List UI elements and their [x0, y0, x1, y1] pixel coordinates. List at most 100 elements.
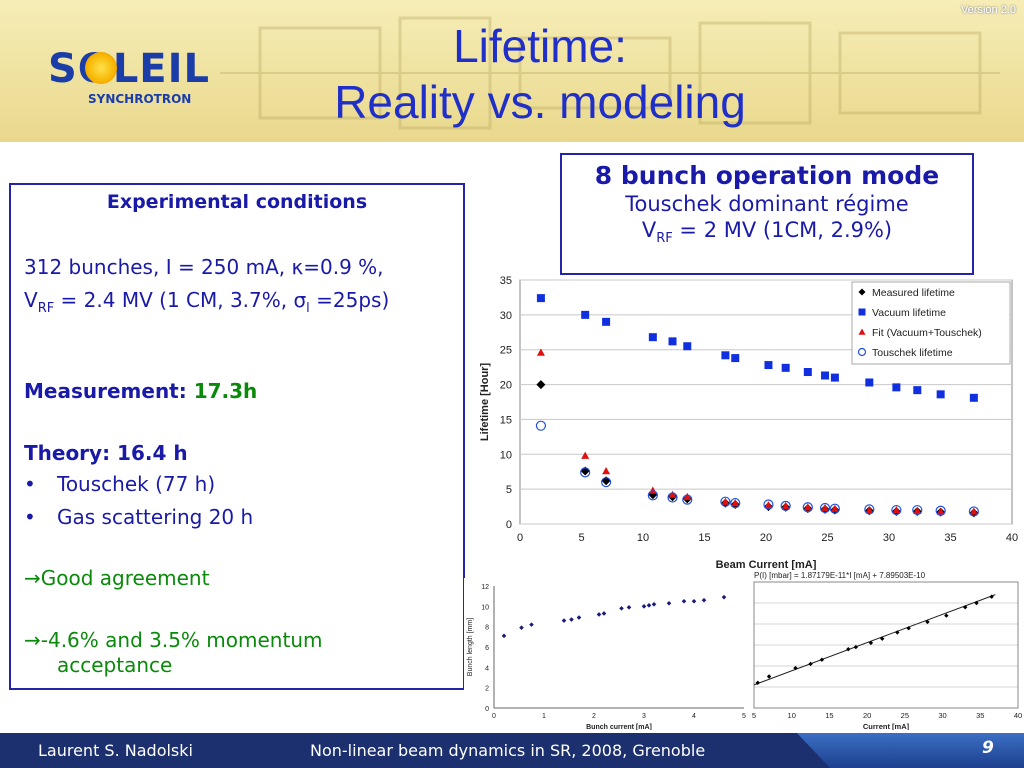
data-point-diamond	[569, 617, 574, 622]
data-point-diamond	[681, 598, 687, 604]
data-point-circle	[763, 499, 774, 510]
operation-mode-box: 8 bunch operation mode Touschek dominant…	[560, 153, 974, 275]
data-point-square	[781, 363, 790, 372]
data-point-square	[865, 378, 874, 387]
good-agreement-note: →Good agreement	[24, 566, 210, 590]
slide-header: SOLEIL SYNCHROTRON Version 2.0 Lifetime:…	[0, 0, 1024, 142]
data-point-triangle	[602, 467, 611, 475]
chart-title: P(I) [mbar] = 1.87179E-11*I [mA] + 7.895…	[754, 571, 926, 580]
x-tick-label: 2	[592, 713, 596, 720]
data-point-triangle	[781, 501, 790, 510]
data-point-diamond	[808, 661, 813, 667]
data-point-triangle	[668, 490, 677, 498]
data-point-square	[668, 337, 677, 346]
data-point-circle	[780, 500, 791, 511]
data-point-square	[731, 354, 740, 363]
legend-label: Measured lifetime	[872, 287, 955, 299]
data-point-circle	[891, 504, 902, 516]
x-tick-label: 0	[517, 532, 523, 544]
data-point-square	[683, 342, 692, 351]
data-point-square	[821, 371, 830, 380]
y-tick-label: 30	[500, 310, 512, 322]
data-point-square	[936, 390, 945, 399]
data-point-diamond	[651, 602, 657, 607]
acceptance-note-line-1: →-4.6% and 3.5% momentum	[24, 628, 323, 652]
data-point-circle	[829, 503, 840, 514]
data-point-triangle	[913, 506, 922, 514]
data-point-diamond	[721, 594, 727, 600]
data-point-triangle	[865, 506, 874, 514]
data-point-circle	[720, 496, 731, 507]
page-number: 9	[982, 738, 994, 758]
logo-subtitle: SYNCHROTRON	[88, 92, 192, 106]
data-point-circle	[912, 504, 923, 516]
y-tick-label: 5	[506, 484, 512, 496]
y-tick-label: 15	[500, 414, 512, 426]
y-tick-label: 12	[481, 584, 489, 591]
rf-voltage-label: VRF = 2 MV (1CM, 2.9%)	[641, 218, 893, 247]
data-point-triangle	[648, 486, 657, 494]
regime-label: Touschek dominant régime	[625, 192, 909, 216]
title-line-1: Lifetime:	[453, 20, 627, 72]
header-background-art	[220, 16, 1000, 130]
y-tick-label: 0	[506, 519, 512, 531]
data-point-diamond	[519, 625, 524, 630]
x-tick-label: 15	[698, 532, 710, 544]
x-axis-label: Bunch current [mA]	[586, 724, 652, 730]
bullet-gas-scattering: • Gas scattering 20 h	[24, 505, 254, 529]
data-point-circle	[730, 497, 741, 509]
data-point-square	[892, 383, 901, 392]
data-point-triangle	[536, 348, 545, 356]
measurement-line: Measurement: 17.3h	[24, 379, 258, 403]
data-point-diamond	[691, 598, 697, 604]
data-point-diamond	[536, 380, 546, 390]
legend-marker-triangle	[858, 328, 866, 335]
y-tick-label: 0	[485, 706, 489, 713]
footer-conference: Non-linear beam dynamics in SR, 2008, Gr…	[310, 741, 706, 760]
x-tick-label: 15	[825, 711, 833, 720]
y-axis-label: Bunch length [mm]	[467, 618, 474, 676]
data-point-circle	[535, 420, 547, 431]
data-point-square	[764, 361, 773, 370]
data-point-square	[536, 294, 545, 303]
data-point-diamond	[793, 665, 798, 671]
data-point-triangle	[821, 503, 830, 512]
y-tick-label: 6	[485, 645, 489, 652]
data-point-circle	[802, 502, 813, 513]
data-point-diamond	[596, 612, 602, 617]
legend-marker-diamond	[858, 288, 866, 296]
soleil-logo: SOLEIL SYNCHROTRON	[40, 46, 220, 116]
data-point-diamond	[601, 611, 607, 616]
operation-mode-title: 8 bunch operation mode	[594, 161, 940, 190]
data-point-diamond	[529, 622, 534, 627]
experimental-conditions-box: Experimental conditions 312 bunches, I =…	[9, 183, 465, 690]
data-point-circle	[601, 477, 612, 488]
title-line-2: Reality vs. modeling	[334, 76, 746, 128]
data-point-square	[913, 386, 922, 395]
footer-band	[0, 733, 830, 768]
data-point-triangle	[936, 507, 945, 515]
pressure-chart: P(I) [mbar] = 1.87179E-11*I [mA] + 7.895…	[752, 570, 1022, 730]
x-tick-label: 30	[938, 711, 946, 720]
data-point-diamond	[944, 613, 949, 618]
x-axis-label: Current [mA]	[863, 722, 910, 730]
data-point-circle	[819, 502, 831, 514]
data-point-square	[602, 317, 611, 326]
data-point-circle	[864, 504, 875, 515]
data-point-square	[581, 310, 590, 319]
data-point-diamond	[501, 633, 507, 639]
data-point-circle	[647, 490, 658, 501]
data-point-square	[830, 373, 839, 382]
bullet-touschek: • Touschek (77 h)	[24, 472, 216, 496]
y-tick-label: 10	[500, 449, 512, 461]
lifetime-chart: 0 5 10 15 20 25 30 35 0 5 10 15 20 25 30 35 40 Beam Curre…	[479, 275, 1018, 571]
data-point-square	[803, 368, 812, 377]
data-point-triangle	[969, 507, 978, 515]
y-tick-label: 25	[500, 345, 512, 357]
x-tick-label: 5	[578, 532, 584, 544]
data-point-circle	[968, 506, 979, 517]
data-point-triangle	[764, 501, 773, 509]
x-tick-label: 10	[637, 532, 649, 544]
data-point-triangle	[892, 506, 901, 514]
